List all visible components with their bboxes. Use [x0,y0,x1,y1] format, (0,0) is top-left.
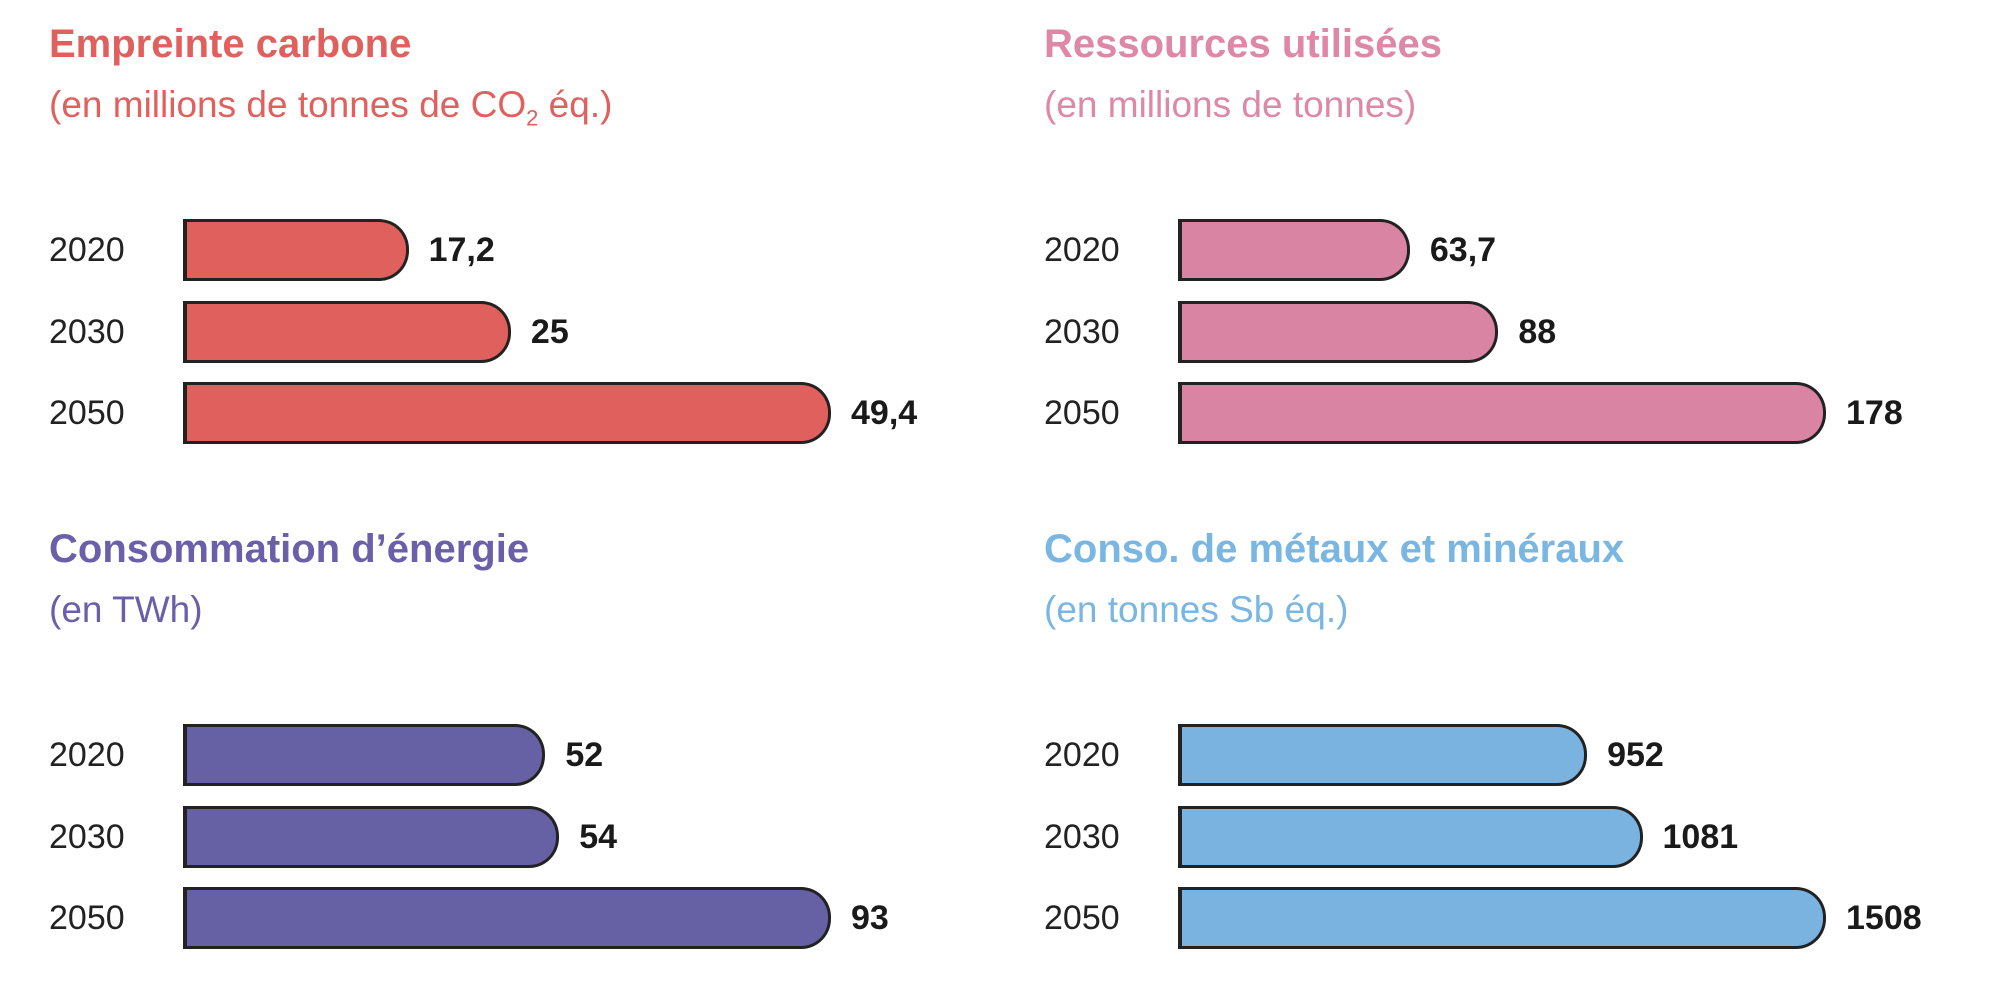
bar [183,382,831,444]
subtitle-end: éq.) [538,84,613,125]
bar-row: 2030 25 [49,301,1009,363]
category-label: 2050 [49,899,125,937]
bar-row: 2020 63,7 [1044,219,2000,281]
subtitle-text: (en millions de tonnes de CO [49,84,527,125]
bar-row: 2050 49,4 [49,382,1009,444]
category-label: 2050 [1044,394,1120,432]
bar-chart-panel: Ressources utilisées (en millions de tonn… [1044,22,2000,482]
value-label: 952 [1607,736,1664,774]
category-label: 2030 [1044,818,1120,856]
category-label: 2030 [49,818,125,856]
subtitle-subscript: 2 [526,105,539,131]
chart-subtitle: (en millions de tonnes de CO2 éq.) [49,84,612,131]
bar-chart-panel: Consommation d’énergie (en TWh) 2020 52 2030… [49,527,1009,987]
category-label: 2020 [49,231,125,269]
bar [1178,382,1826,444]
subtitle-text: (en tonnes Sb éq.) [1044,589,1349,630]
category-label: 2050 [49,394,125,432]
bar-row: 2050 178 [1044,382,2000,444]
bar [183,301,511,363]
bar-row: 2020 17,2 [49,219,1009,281]
subtitle-text: (en TWh) [49,589,203,630]
bar-chart-panel: Conso. de métaux et minéraux (en tonnes S… [1044,527,2000,987]
bar-row: 2020 52 [49,724,1009,786]
chart-subtitle: (en millions de tonnes) [1044,84,1416,126]
category-label: 2020 [1044,231,1120,269]
chart-subtitle: (en tonnes Sb éq.) [1044,589,1348,631]
bar [183,806,560,868]
value-label: 178 [1846,394,1903,432]
category-label: 2030 [49,313,125,351]
bar [183,724,546,786]
chart-subtitle: (en TWh) [49,589,203,631]
chart-title: Ressources utilisées [1044,22,1442,66]
value-label: 1081 [1662,818,1739,856]
bar-row: 2030 54 [49,806,1009,868]
value-label: 49,4 [851,394,918,432]
bar [183,887,831,949]
bar [1178,301,1499,363]
chart-title: Empreinte carbone [49,22,412,66]
value-label: 63,7 [1429,231,1497,269]
value-label: 54 [579,818,618,856]
bar-row: 2050 1508 [1044,887,2000,949]
category-label: 2020 [49,736,125,774]
bar-chart-panel: Empreinte carbone (en millions de tonnes … [49,22,1009,482]
bar-row: 2030 1081 [1044,806,2000,868]
value-label: 88 [1518,313,1557,351]
bar-row: 2050 93 [49,887,1009,949]
category-label: 2050 [1044,899,1120,937]
subtitle-text: (en millions de tonnes) [1044,84,1417,125]
bar-row: 2020 952 [1044,724,2000,786]
value-label: 1508 [1846,899,1922,937]
value-label: 17,2 [428,231,495,269]
value-label: 52 [565,736,604,774]
chart-title: Conso. de métaux et minéraux [1044,527,1625,571]
category-label: 2020 [1044,736,1120,774]
bar [1178,887,1826,949]
bar [1178,806,1643,868]
bar [1178,219,1410,281]
chart-title: Consommation d’énergie [49,527,530,571]
bar [1178,724,1588,786]
category-label: 2030 [1044,313,1120,351]
bar [183,219,409,281]
bar-row: 2030 88 [1044,301,2000,363]
value-label: 25 [530,313,569,351]
value-label: 93 [851,899,889,937]
